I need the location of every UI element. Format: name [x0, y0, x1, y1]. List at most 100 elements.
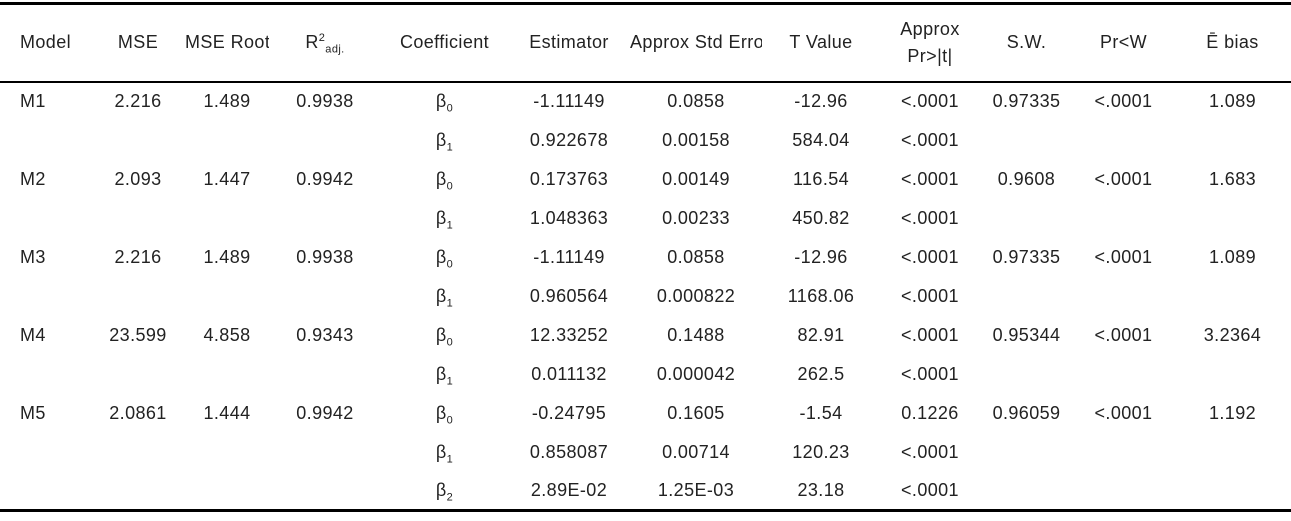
e-bias-cell: 1.683 [1208, 168, 1257, 189]
mse-cell [91, 199, 185, 238]
std-error-cell: 0.00158 [662, 129, 730, 150]
mse-root-cell: 4.858 [203, 324, 251, 345]
e-bias-cell [1174, 199, 1291, 238]
beta-symbol: β [435, 91, 447, 111]
std-error-cell: 1.25E-03 [657, 479, 735, 500]
table-row: M4 23.599 4.858 0.9343 β0 12.33252 0.148… [0, 316, 1291, 355]
beta-subscript: 1 [446, 219, 454, 232]
header-approx-pr-t: Approx Pr>|t| [880, 4, 980, 82]
pr-w-cell: <.0001 [1094, 168, 1153, 189]
beta-symbol: β [435, 207, 447, 228]
table-header: Model MSE MSE Root R2adj. Coefficient Es… [0, 4, 1291, 82]
estimator-cell: -1.11149 [533, 246, 605, 267]
t-value-cell: 116.54 [792, 168, 850, 189]
header-mse-root: MSE Root [185, 32, 269, 53]
e-bias-cell [1174, 355, 1291, 394]
coefficient-cell: β0 [381, 82, 508, 121]
beta-subscript: 2 [446, 491, 454, 504]
pr-w-cell [1073, 277, 1174, 316]
beta-symbol: β [435, 246, 447, 267]
mse-root-cell [185, 433, 269, 472]
model-cell: M1 [20, 91, 46, 111]
header-coefficient: Coefficient [399, 32, 490, 53]
coefficient-cell: β2 [381, 472, 508, 511]
model-cell [0, 121, 91, 160]
estimator-cell: 2.89E-02 [530, 479, 608, 500]
pr-t-cell: <.0001 [901, 168, 959, 189]
beta-subscript: 0 [446, 336, 454, 349]
model-cell: M3 [20, 246, 46, 267]
e-bias-cell [1174, 121, 1291, 160]
header-pr-w: Pr<W [1099, 32, 1148, 53]
mse-root-cell: 1.489 [203, 246, 251, 267]
estimator-cell: 0.173763 [529, 168, 609, 189]
model-cell [0, 277, 91, 316]
e-bias-cell: 3.2364 [1203, 324, 1262, 345]
beta-subscript: 0 [446, 102, 454, 115]
sw-cell [980, 199, 1073, 238]
pr-t-cell: <.0001 [901, 441, 959, 462]
table-row: β1 0.960564 0.000822 1168.06 <.0001 [0, 277, 1291, 316]
std-error-cell: 0.1605 [667, 402, 725, 423]
table-body: M1 2.216 1.489 0.9938 β0 -1.11149 0.0858… [0, 82, 1291, 511]
pr-t-cell: 0.1226 [901, 402, 959, 423]
sw-cell: 0.97335 [992, 246, 1061, 267]
beta-symbol: β [435, 324, 447, 345]
e-bias-cell: 1.089 [1208, 246, 1257, 267]
mse-root-cell [185, 355, 269, 394]
r2-adj-cell [269, 433, 381, 472]
estimator-cell: 0.922678 [529, 129, 609, 150]
t-value-cell: 584.04 [792, 129, 850, 150]
estimator-cell: -1.11149 [533, 91, 605, 111]
t-value-cell: 82.91 [797, 324, 845, 345]
sw-cell [980, 277, 1073, 316]
estimator-cell: -0.24795 [531, 402, 607, 423]
std-error-cell: 0.0858 [667, 246, 725, 267]
pr-w-cell: <.0001 [1094, 324, 1153, 345]
coefficient-cell: β1 [381, 277, 508, 316]
sw-cell [980, 472, 1073, 511]
mse-cell: 2.216 [114, 91, 162, 111]
pr-w-cell [1073, 472, 1174, 511]
e-bias-cell [1174, 472, 1291, 511]
mse-cell: 2.0861 [109, 402, 167, 423]
t-value-cell: -12.96 [794, 246, 848, 267]
mse-root-cell: 1.447 [203, 168, 251, 189]
r2-superscript: 2 [318, 32, 326, 45]
beta-symbol: β [435, 285, 447, 306]
table-row: M3 2.216 1.489 0.9938 β0 -1.11149 0.0858… [0, 238, 1291, 277]
sw-cell: 0.96059 [992, 402, 1061, 423]
beta-subscript: 0 [446, 414, 454, 427]
t-value-cell: -12.96 [794, 91, 848, 111]
e-bias-cell [1174, 277, 1291, 316]
model-cell [0, 472, 91, 511]
r2-adj-cell: 0.9942 [296, 402, 354, 423]
estimator-cell: 0.960564 [529, 285, 609, 306]
model-cell [0, 355, 91, 394]
header-approx-line1: Approx [900, 18, 960, 39]
r2-adj-cell [269, 472, 381, 511]
mse-cell: 2.093 [114, 168, 162, 189]
beta-symbol: β [435, 168, 447, 189]
pr-w-cell: <.0001 [1094, 91, 1153, 111]
mse-root-cell [185, 121, 269, 160]
mse-cell [91, 355, 185, 394]
header-e-bias: Ē bias [1206, 32, 1259, 53]
pr-t-cell: <.0001 [901, 129, 959, 150]
pr-t-cell: <.0001 [901, 246, 959, 267]
r2-adj-cell [269, 355, 381, 394]
e-bias-cell: 1.192 [1208, 402, 1257, 423]
model-cell: M5 [20, 402, 46, 423]
std-error-cell: 0.00233 [662, 207, 730, 228]
beta-subscript: 1 [446, 453, 454, 466]
header-approx-line2: Pr>|t| [907, 45, 953, 66]
t-value-cell: 450.82 [792, 207, 850, 228]
beta-symbol: β [435, 402, 447, 423]
pr-w-cell [1073, 355, 1174, 394]
header-t-value: T Value [789, 32, 853, 53]
table-row: β1 0.922678 0.00158 584.04 <.0001 [0, 121, 1291, 160]
std-error-cell: 0.00149 [662, 168, 730, 189]
coefficient-cell: β0 [381, 160, 508, 199]
model-cell [0, 199, 91, 238]
